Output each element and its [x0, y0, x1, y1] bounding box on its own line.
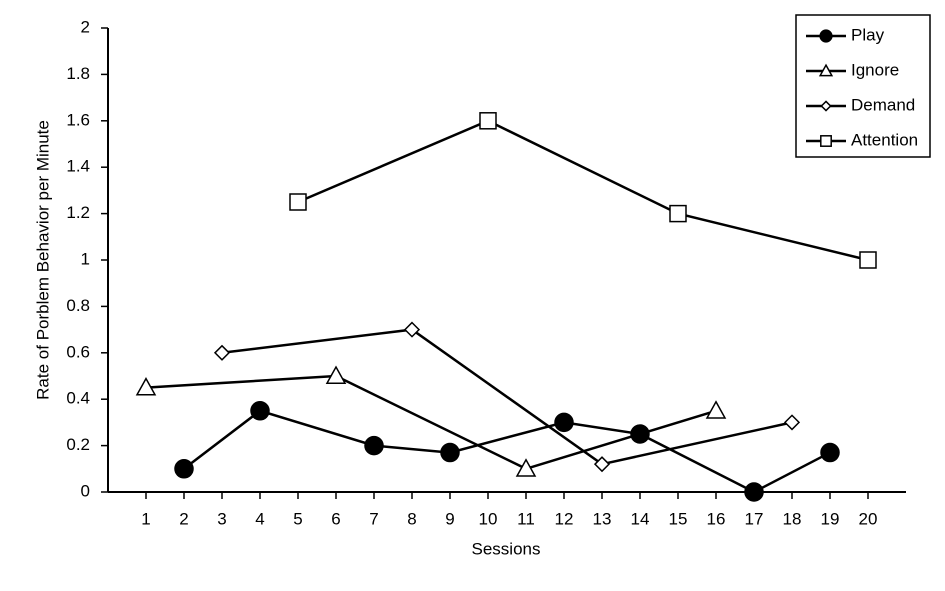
marker [403, 321, 421, 338]
x-tick-label: 14 [631, 509, 650, 528]
marker [479, 112, 497, 130]
legend-marker [818, 63, 834, 77]
marker [705, 400, 727, 419]
x-tick-label: 11 [517, 509, 535, 528]
legend-box [795, 14, 931, 158]
marker [744, 482, 764, 502]
legend-marker [820, 135, 832, 147]
y-axis-label: Rate of Porblem Behavior per Minute [33, 120, 52, 400]
x-tick-label: 20 [859, 509, 878, 528]
legend-label: Ignore [851, 60, 899, 79]
marker [213, 344, 231, 361]
y-tick-label: 0.4 [66, 389, 90, 408]
x-tick-label: 12 [555, 509, 574, 528]
legend-label: Play [851, 25, 885, 44]
series-line [221, 328, 793, 466]
x-tick-label: 19 [821, 509, 840, 528]
y-tick-label: 1.4 [66, 157, 90, 176]
marker [135, 377, 157, 396]
x-tick-label: 16 [707, 509, 726, 528]
x-tick-label: 9 [445, 509, 454, 528]
marker [669, 204, 687, 223]
marker [593, 456, 611, 473]
y-tick-label: 0.2 [66, 435, 90, 454]
x-tick-label: 10 [479, 509, 498, 528]
x-tick-label: 6 [331, 509, 340, 528]
x-tick-label: 3 [217, 509, 226, 528]
x-tick-label: 2 [179, 509, 188, 528]
marker [783, 414, 801, 431]
y-tick-label: 1.2 [66, 203, 90, 222]
y-tick-label: 1.8 [66, 64, 90, 83]
y-tick-label: 2 [81, 17, 90, 36]
marker [440, 442, 460, 463]
legend-marker [820, 100, 832, 112]
y-tick-label: 1.6 [66, 110, 90, 129]
legend-marker [819, 29, 833, 43]
series-line [145, 374, 717, 471]
x-tick-label: 18 [783, 509, 802, 528]
x-tick-label: 8 [407, 509, 416, 528]
x-tick-label: 15 [669, 509, 688, 528]
x-axis-label: Sessions [472, 539, 541, 558]
marker [289, 193, 307, 211]
marker [554, 412, 574, 433]
marker [325, 365, 347, 384]
x-tick-label: 13 [593, 509, 612, 528]
marker [859, 251, 877, 269]
y-tick-label: 0.6 [66, 342, 90, 361]
x-tick-label: 4 [255, 509, 264, 528]
marker [515, 458, 537, 477]
legend-label: Attention [851, 130, 918, 149]
marker [174, 459, 194, 479]
x-tick-label: 5 [293, 509, 302, 528]
series-line [297, 119, 869, 262]
series-line [183, 409, 831, 494]
y-tick-label: 0.8 [66, 296, 90, 315]
x-tick-label: 17 [745, 509, 764, 528]
x-tick-label: 7 [369, 509, 378, 528]
y-tick-label: 1 [81, 249, 90, 268]
legend-label: Demand [851, 95, 915, 114]
marker [250, 401, 270, 421]
marker [820, 442, 840, 463]
marker [364, 435, 384, 456]
x-tick-label: 1 [141, 509, 150, 528]
y-tick-label: 0 [81, 481, 90, 500]
